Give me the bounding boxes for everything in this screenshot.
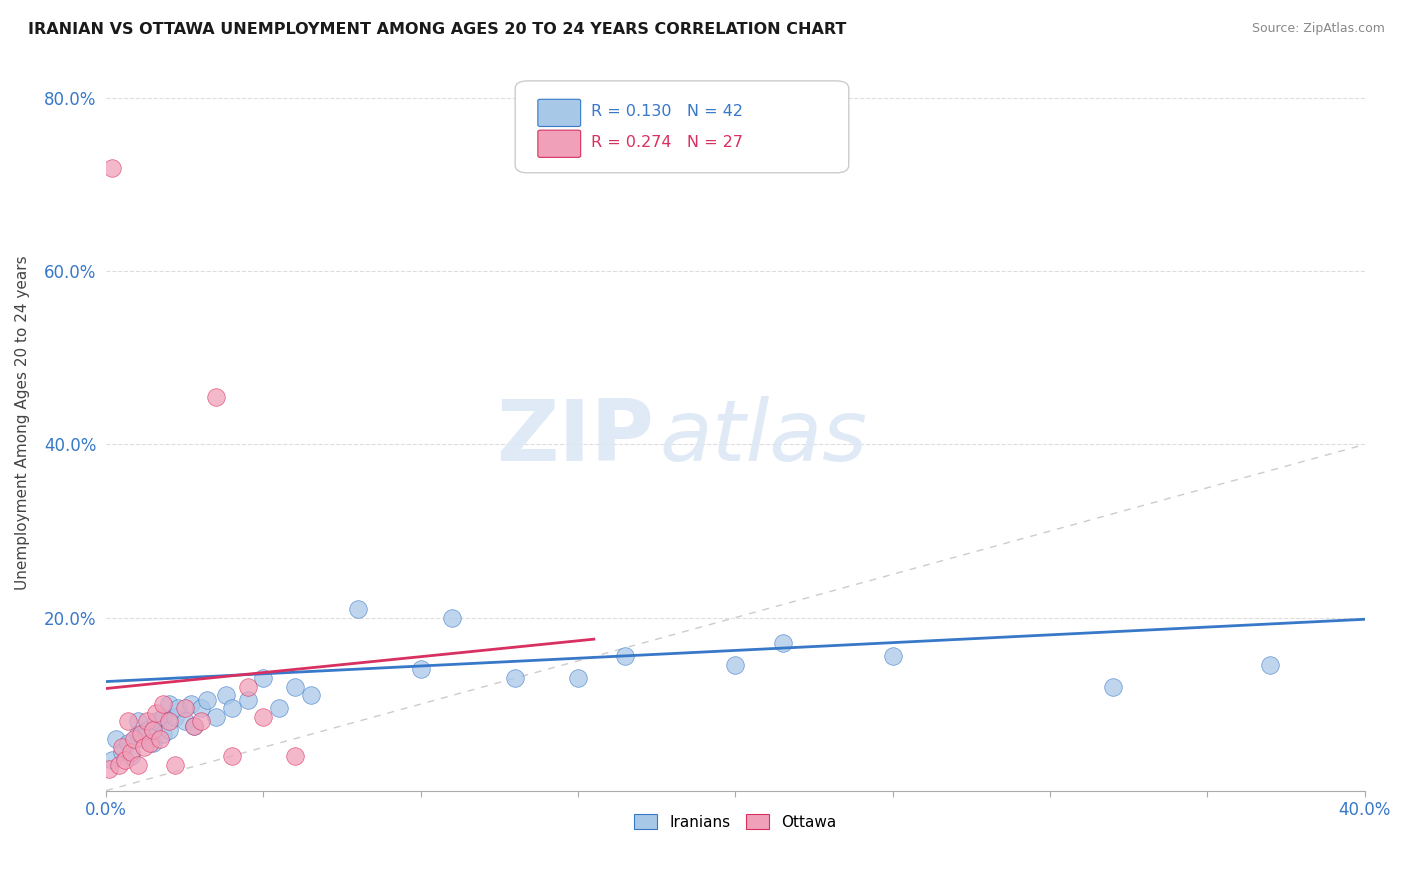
Point [124,731,146,746]
Point [252,710,274,724]
Point [215,689,238,703]
Point [173,714,195,729]
Legend: Iranians, Ottawa: Iranians, Ottawa [628,807,842,836]
Point [101,161,124,175]
Point [129,727,152,741]
Point [152,727,174,741]
FancyBboxPatch shape [538,130,581,157]
Point [101,753,124,767]
Point [252,671,274,685]
Point [127,727,149,741]
Point [772,636,794,650]
Point [221,701,243,715]
Point [157,714,180,729]
Point [111,740,134,755]
Point [139,736,162,750]
Point [724,658,747,673]
Point [205,710,228,724]
Point [98,762,121,776]
Point [441,610,464,624]
Point [205,390,228,404]
Point [111,745,134,759]
Point [142,736,165,750]
Y-axis label: Unemployment Among Ages 20 to 24 years: Unemployment Among Ages 20 to 24 years [15,255,30,591]
Point [117,736,139,750]
Point [284,680,307,694]
FancyBboxPatch shape [515,81,849,173]
Text: IRANIAN VS OTTAWA UNEMPLOYMENT AMONG AGES 20 TO 24 YEARS CORRELATION CHART: IRANIAN VS OTTAWA UNEMPLOYMENT AMONG AGE… [28,22,846,37]
Point [132,740,155,755]
Point [152,710,174,724]
Text: R = 0.274   N = 27: R = 0.274 N = 27 [591,136,742,150]
Point [173,701,195,715]
Point [142,723,165,737]
FancyBboxPatch shape [538,99,581,127]
Point [409,663,432,677]
Point [157,697,180,711]
Point [157,723,180,737]
Point [284,749,307,764]
Point [183,719,205,733]
Point [142,723,165,737]
Point [127,714,149,729]
Point [114,753,136,767]
Point [347,602,370,616]
Point [882,649,904,664]
Point [120,749,142,764]
Point [136,714,159,729]
Point [107,757,129,772]
Point [221,749,243,764]
Point [299,689,322,703]
Point [236,692,259,706]
Point [190,701,212,715]
Point [165,710,187,724]
Point [180,697,202,711]
Point [567,671,589,685]
Point [117,714,139,729]
Text: R = 0.130   N = 42: R = 0.130 N = 42 [591,104,742,120]
Point [127,757,149,772]
Point [104,731,127,746]
Point [195,692,218,706]
Point [190,714,212,729]
Point [145,714,167,729]
Point [136,723,159,737]
Point [167,701,190,715]
Point [614,649,637,664]
Point [269,701,291,715]
Point [132,731,155,746]
Point [152,697,174,711]
Point [183,719,205,733]
Text: ZIP: ZIP [496,396,654,479]
Point [1260,658,1282,673]
Text: Source: ZipAtlas.com: Source: ZipAtlas.com [1251,22,1385,36]
Point [503,671,526,685]
Point [145,706,167,720]
Point [1102,680,1125,694]
Text: atlas: atlas [659,396,868,479]
Point [149,731,172,746]
Point [120,745,142,759]
Point [165,757,187,772]
Point [236,680,259,694]
